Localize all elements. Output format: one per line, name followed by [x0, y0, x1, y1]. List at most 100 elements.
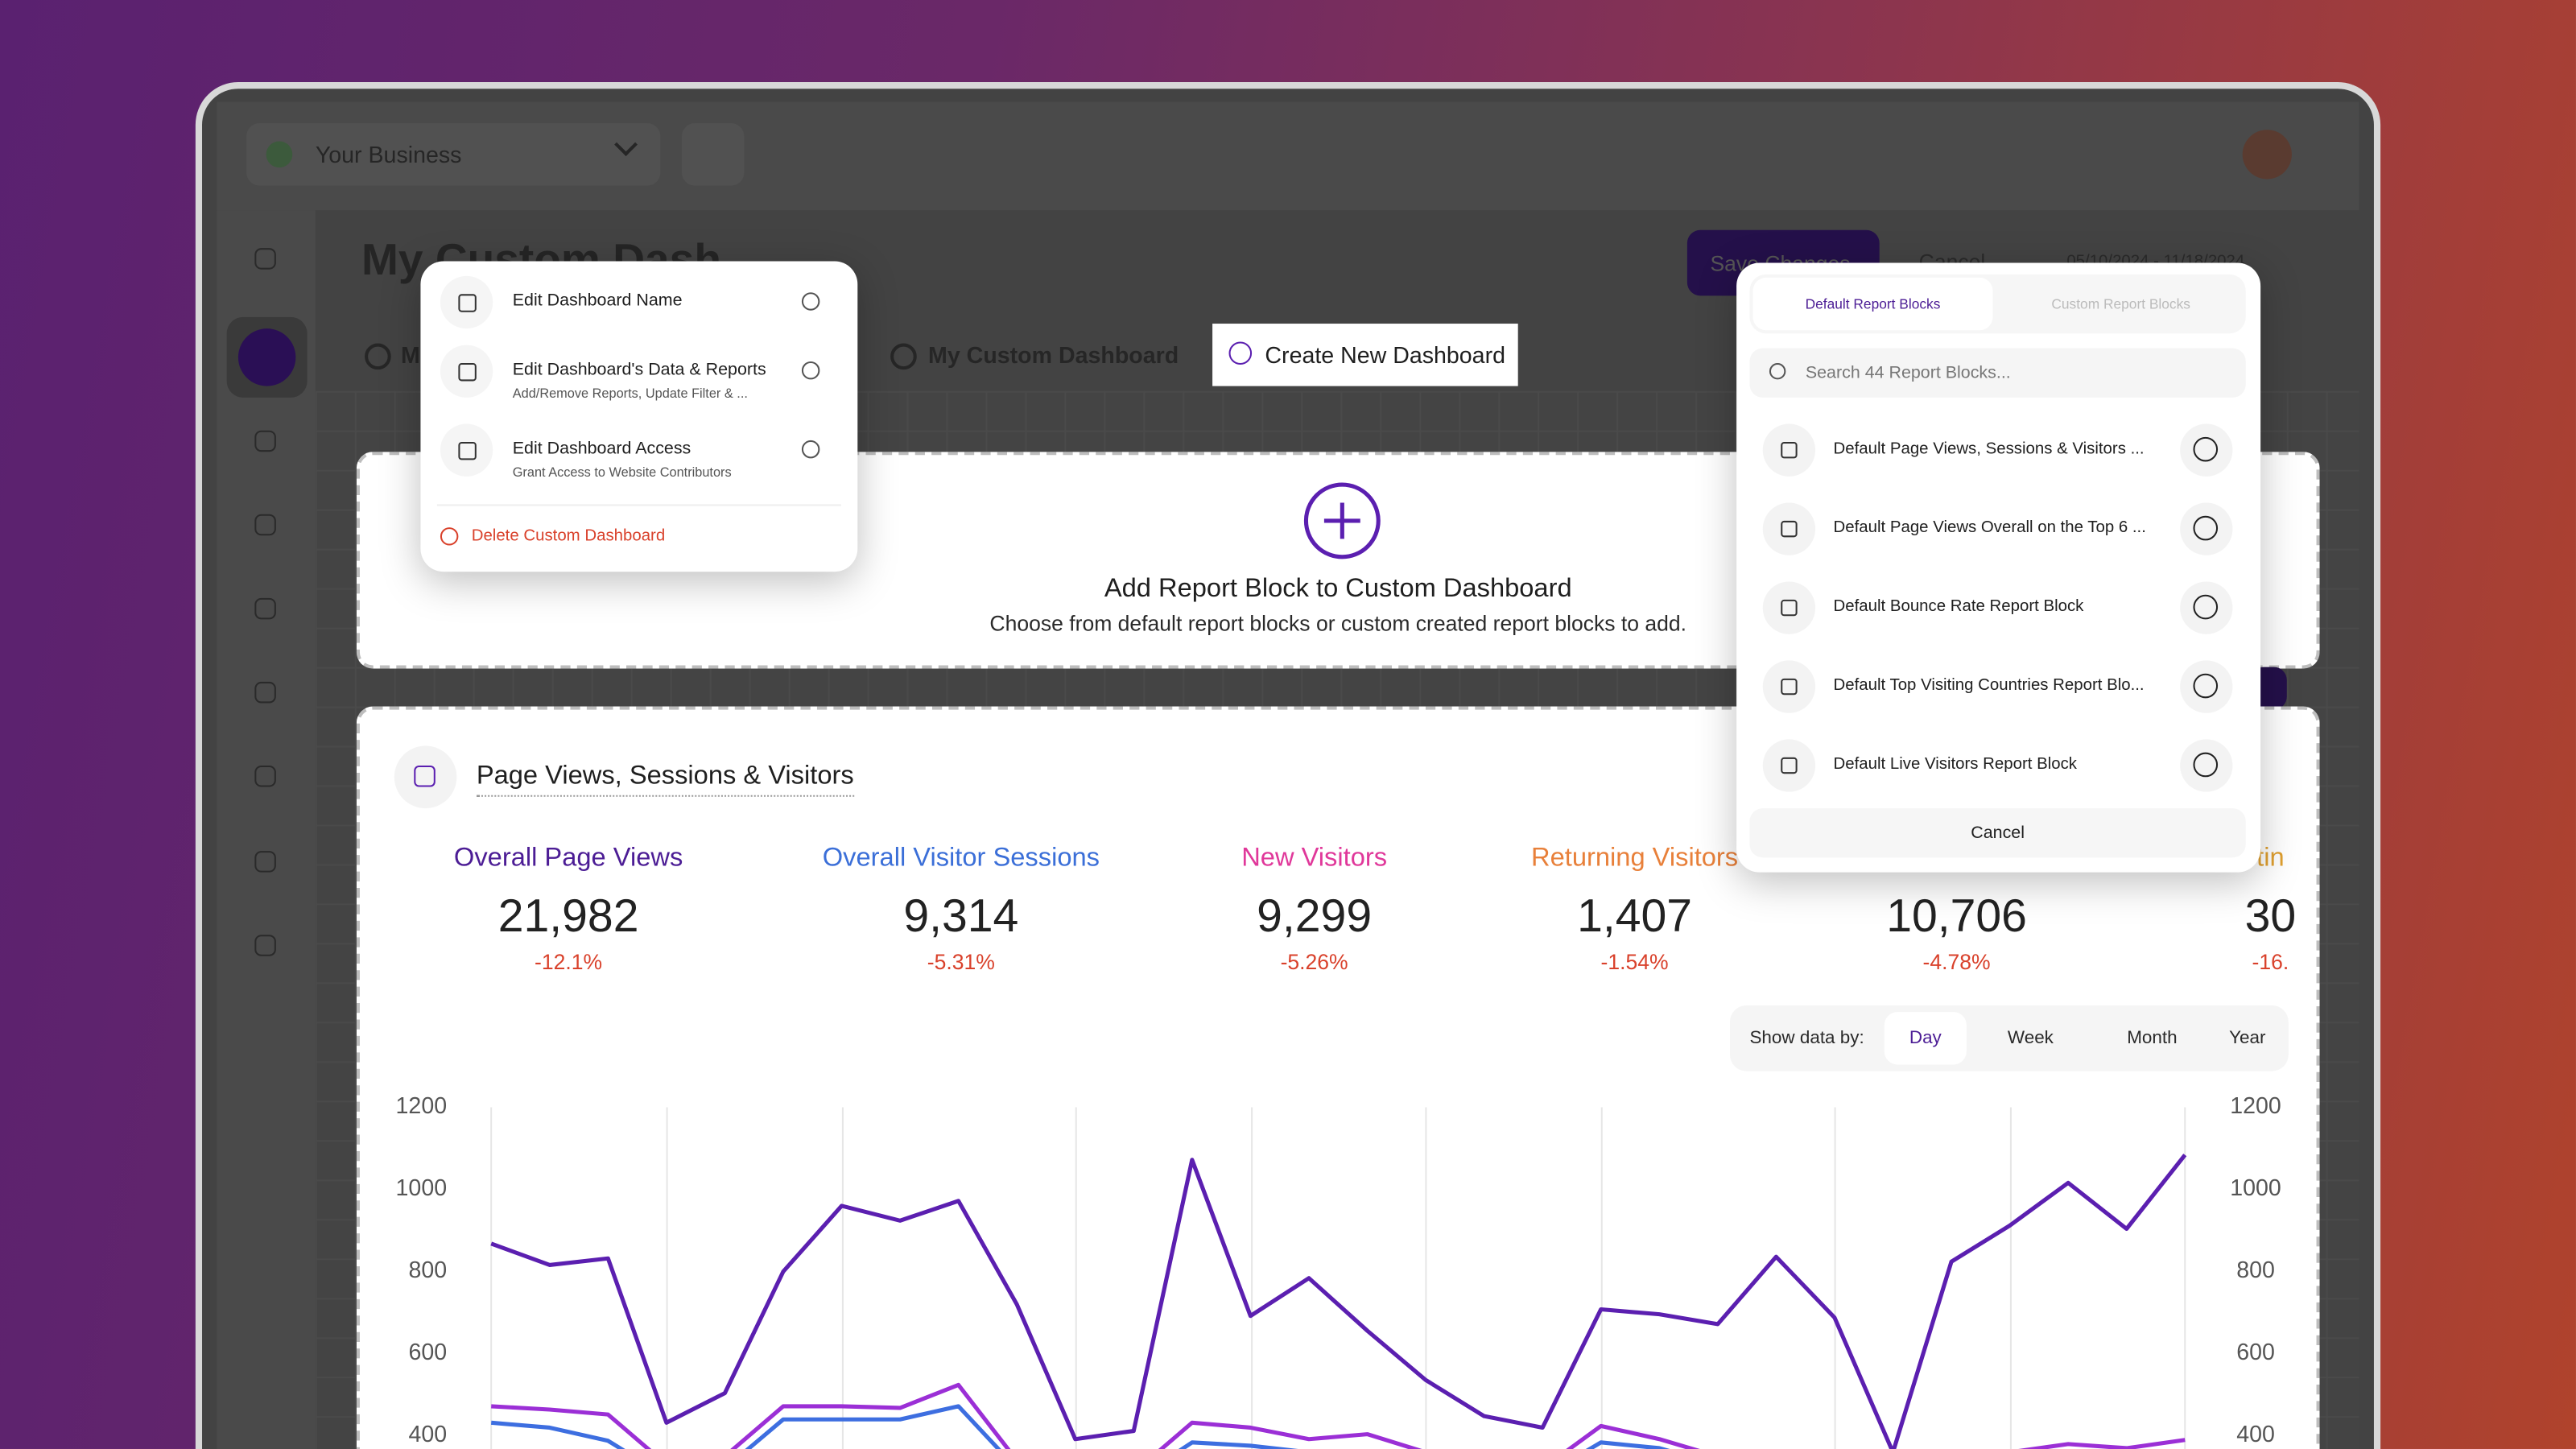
metric-value: 9,299 [1257, 890, 1373, 942]
block-icon-glyph [1781, 520, 1798, 538]
metric-label: Returning Visitors [1531, 844, 1739, 873]
block-icon [1762, 502, 1816, 555]
external-link-button[interactable] [681, 123, 745, 186]
create-dashboard-button[interactable]: Create New Dashboard [1212, 324, 1518, 386]
report-block[interactable]: Default Top Visiting Countries Report Bl… [1749, 657, 2245, 716]
tab[interactable]: M [400, 341, 420, 369]
block-icon-glyph [1781, 757, 1798, 774]
menu-separator [436, 504, 841, 506]
add-block-glyph [2193, 752, 2219, 778]
metric-label: tin [2256, 844, 2285, 873]
sidebar-active-item[interactable] [226, 316, 308, 398]
menu-icon-glyph [458, 294, 477, 312]
menu-arrow [801, 292, 820, 311]
picker-cancel-label: Cancel [1971, 823, 2025, 843]
metric-label: Overall Visitor Sessions [822, 844, 1100, 873]
delete-dashboard[interactable]: Delete Custom Dashboard [471, 527, 666, 546]
metric-change: -5.31% [927, 949, 995, 975]
tab-icon [890, 343, 917, 370]
menu-title: Edit Dashboard's Data & Reports [512, 359, 766, 380]
menu-title: Edit Dashboard Access [512, 438, 691, 459]
y-tick-label: 1000 [396, 1175, 448, 1201]
sidebar-icon[interactable] [254, 430, 276, 452]
card-title: Page Views, Sessions & Visitors [476, 762, 854, 797]
menu-arrow [801, 361, 820, 380]
sidebar-icon[interactable] [254, 597, 276, 620]
menu-icon [440, 275, 493, 329]
picker-cancel[interactable]: Cancel [1749, 808, 2246, 858]
period-button[interactable]: Day [1884, 1012, 1967, 1065]
sidebar-icon[interactable] [254, 248, 276, 270]
report-picker: Default Report Blocks Custom Report Bloc… [1736, 262, 2261, 873]
report-block[interactable]: Default Live Visitors Report Block [1749, 736, 2245, 795]
block-name: Default Bounce Rate Report Block [1833, 597, 2084, 617]
picker-tab-active[interactable] [1752, 277, 1993, 331]
period-button[interactable]: Month [2096, 1012, 2208, 1064]
sidebar [217, 210, 316, 1449]
dashboard-menu: Edit Dashboard Name Edit Dashboard's Data… [420, 261, 858, 572]
block-icon [1762, 739, 1816, 792]
y2-tick-label: 1200 [2230, 1093, 2281, 1119]
block-name: Default Page Views Overall on the Top 6 … [1833, 518, 2146, 538]
report-block[interactable]: Default Page Views, Sessions & Visitors … [1749, 420, 2245, 479]
sidebar-icon[interactable] [254, 935, 276, 956]
report-block[interactable]: Default Page Views Overall on the Top 6 … [1749, 499, 2245, 558]
period-label: Week [2007, 1028, 2054, 1049]
tab[interactable]: My Custom Dashboard [928, 341, 1179, 369]
metric-value: 10,706 [1886, 890, 2027, 942]
menu-item[interactable]: Edit Dashboard Access Grant Access to Web… [420, 409, 857, 488]
block-icon [1762, 423, 1816, 477]
y2-tick-label: 600 [2236, 1340, 2275, 1365]
picker-tab[interactable]: Custom Report Blocks [2051, 295, 2190, 312]
report-block[interactable]: Default Bounce Rate Report Block [1749, 578, 2245, 637]
menu-icon-glyph [458, 441, 477, 460]
add-block-subtitle: Choose from default report blocks or cus… [989, 611, 1687, 636]
business-select[interactable]: Your Business [246, 123, 661, 186]
menu-icon [440, 423, 493, 477]
block-icon-glyph [1781, 441, 1798, 459]
card-icon [394, 745, 457, 809]
y-tick-label: 800 [408, 1257, 447, 1283]
metric-value: 9,314 [903, 890, 1019, 942]
block-icon-glyph [1781, 678, 1798, 696]
menu-item[interactable]: Edit Dashboard's Data & Reports Add/Remov… [420, 330, 857, 409]
menu-title: Edit Dashboard Name [512, 291, 683, 311]
avatar[interactable] [2242, 130, 2292, 180]
block-icon [1762, 581, 1816, 634]
metric-change: -5.26% [1280, 949, 1348, 975]
sidebar-icon[interactable] [254, 514, 276, 536]
add-block-glyph [2193, 436, 2219, 462]
search-placeholder: Search 44 Report Blocks... [1805, 363, 2011, 383]
period-label: Day [1909, 1028, 1942, 1049]
y-tick-label: 600 [408, 1340, 447, 1365]
series-line [491, 1382, 2186, 1449]
metric-value: 30 [2244, 890, 2297, 942]
metric-label: New Visitors [1241, 844, 1388, 873]
metric-change: -1.54% [1600, 949, 1669, 975]
sidebar-icon[interactable] [254, 766, 276, 787]
block-icon-glyph [1781, 599, 1798, 617]
period-switch: Show data by: Day Week Month Year [1729, 1005, 2289, 1071]
period-label: Month [2127, 1028, 2178, 1049]
sidebar-active-icon [237, 328, 296, 386]
menu-item[interactable]: Edit Dashboard Name [420, 261, 857, 340]
sidebar-icon[interactable] [254, 681, 276, 704]
search-box[interactable]: Search 44 Report Blocks... [1749, 348, 2246, 398]
card-icon-glyph [414, 766, 436, 787]
picker-tab[interactable]: Default Report Blocks [1805, 295, 1941, 312]
tab-icon [365, 343, 391, 370]
delete-icon [440, 527, 459, 546]
period-label: Year [2229, 1028, 2266, 1049]
y2-tick-label: 400 [2236, 1422, 2275, 1447]
period-button[interactable]: Year [2207, 1012, 2289, 1064]
sidebar-icon[interactable] [254, 851, 276, 873]
y2-tick-label: 800 [2236, 1257, 2275, 1283]
add-icon [1303, 482, 1381, 559]
menu-icon-glyph [458, 363, 477, 382]
period-button[interactable]: Week [1989, 1012, 2071, 1064]
metric-value: 1,407 [1577, 890, 1693, 942]
chevron [614, 133, 638, 157]
add-block-glyph [2193, 515, 2219, 541]
x-grid [490, 1107, 2186, 1449]
block-name: Default Top Visiting Countries Report Bl… [1833, 676, 2145, 696]
